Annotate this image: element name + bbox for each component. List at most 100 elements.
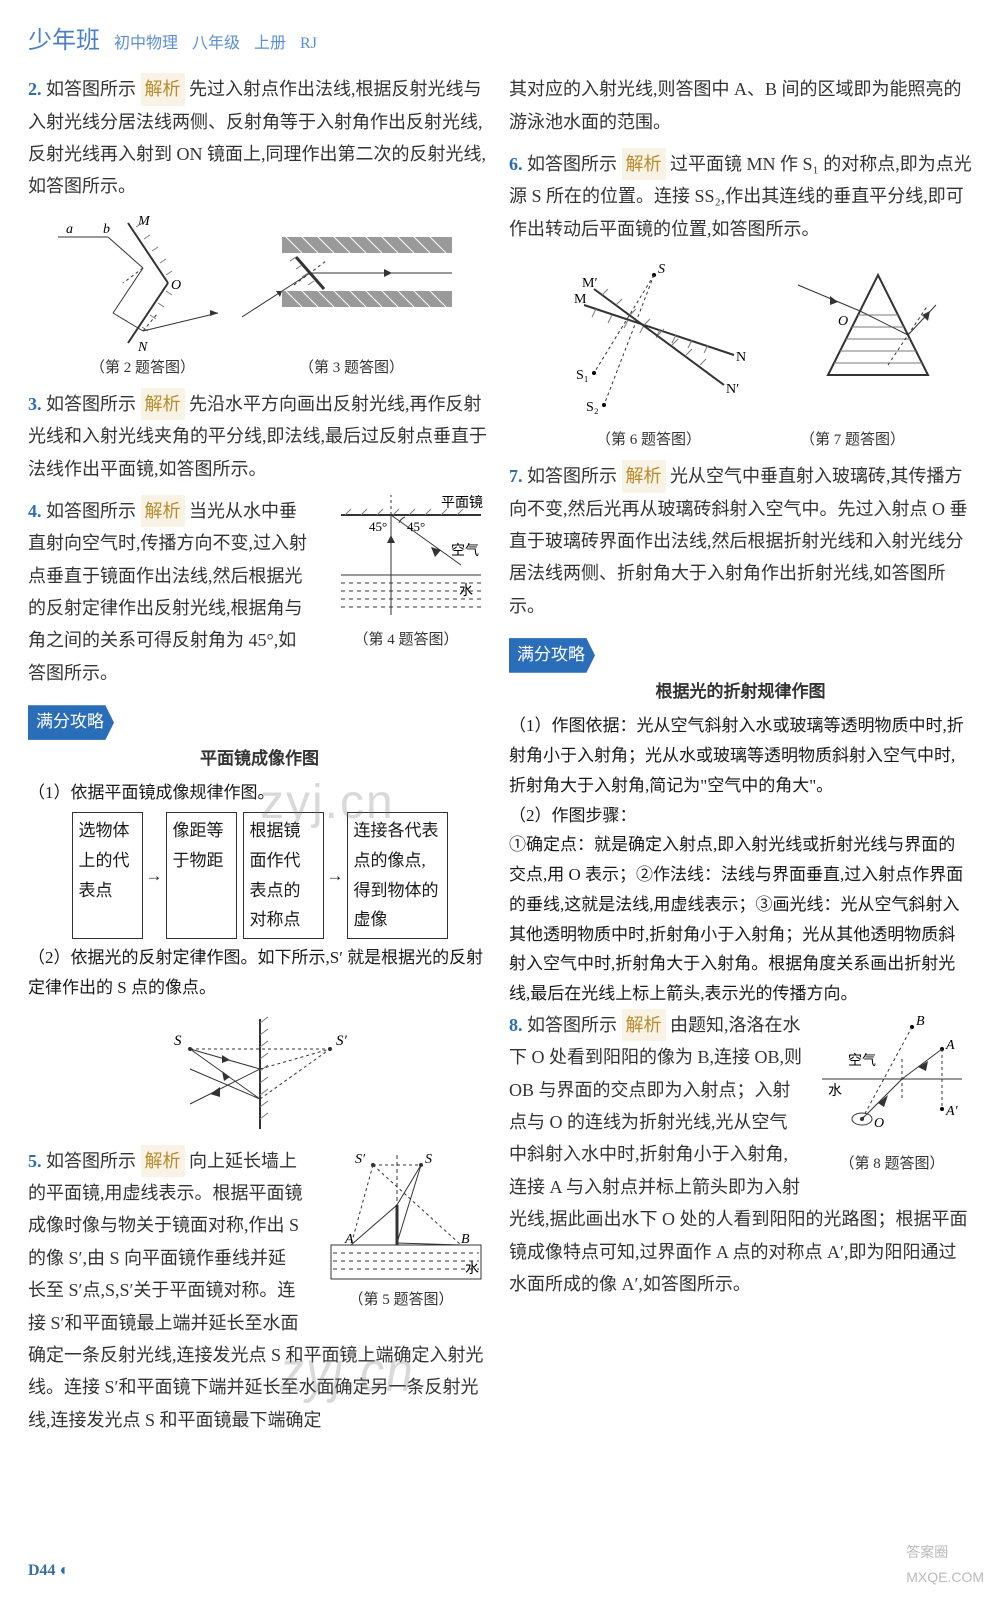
- arrow-icon: →: [142, 813, 166, 939]
- fig5-B: B: [461, 1232, 470, 1247]
- question-4: 平面镜 空气 水 45° 45°: [28, 495, 491, 689]
- figure-7: O （第 7 题答图）: [768, 255, 938, 454]
- analysis-tag: 解析: [141, 73, 185, 105]
- fig3-svg: [242, 213, 462, 353]
- fig2-svg: a b M N O: [58, 213, 228, 353]
- f8-Ap: A′: [945, 1104, 959, 1119]
- figure-row-6-7: S M N M′ N′ S₁ S₂ （第 6 题: [509, 255, 972, 454]
- page-header: 少年班 初中物理 八年级 上册 RJ: [28, 20, 972, 63]
- f6-M: M: [574, 292, 587, 307]
- q7-text: 光从空气中垂直射入玻璃砖,其传播方向不变,然后光再从玻璃砖斜射入空气中。先过入射…: [509, 466, 968, 616]
- analysis-tag: 解析: [141, 495, 185, 527]
- q7-number: 7.: [509, 466, 523, 486]
- strategy1-p1: （1）依据平面镜成像规律作图。: [28, 778, 491, 808]
- strategy2-p2body: ①确定点：就是确定入射点,即入射光线或折射光线与界面的交点,用 O 表示；②作法…: [509, 830, 972, 1009]
- fig4-mirror-label: 平面镜: [441, 495, 483, 511]
- strategy1-p2a: （2）依据光的反射定律作图。如下所示,S′: [28, 948, 343, 967]
- arrow-icon: →: [323, 813, 347, 939]
- q5-cont-text: 其对应的入射光线,则答图中 A、B 间的区域即为能照亮的游泳池水面的范围。: [509, 79, 962, 131]
- question-7: 7. 如答图所示 解析 光从空气中垂直射入玻璃砖,其传播方向不变,然后光再从玻璃…: [509, 460, 972, 622]
- strategy-1: 满分攻略 平面镜成像作图 （1）依据平面镜成像规律作图。 选物体上的代表点 → …: [28, 699, 491, 1138]
- q6-number: 6.: [509, 154, 523, 174]
- question-3: 3. 如答图所示 解析 先沿水平方向画出反射光线,再作反射光线和入射光线夹角的平…: [28, 388, 491, 485]
- fig4-water-label: 水: [459, 583, 473, 599]
- caption-7: （第 7 题答图）: [768, 427, 938, 454]
- right-column: 其对应的入射光线,则答图中 A、B 间的区域即为能照亮的游泳池水面的范围。 6.…: [509, 73, 972, 1446]
- q3-number: 3.: [28, 394, 42, 414]
- fig5-S: S: [425, 1152, 432, 1167]
- svg-text:b: b: [103, 222, 110, 237]
- q5-number: 5.: [28, 1151, 42, 1171]
- fig5-Sp: S′: [355, 1152, 366, 1167]
- strategy1-title: 平面镜成像作图: [28, 744, 491, 775]
- left-column: 2. 如答图所示 解析 先过入射点作出法线,根据反射光线与入射光线分居法线两侧、…: [28, 73, 491, 1446]
- question-2: 2. 如答图所示 解析 先过入射点作出法线,根据反射光线与入射光线分居法线两侧、…: [28, 73, 491, 203]
- f6-S2: S₂: [586, 400, 599, 415]
- flow-c3: 根据镜面作代表点的对称点: [243, 813, 323, 939]
- f6-S1: S₁: [576, 368, 589, 383]
- f6-Np: N′: [726, 382, 739, 397]
- f8-O: O: [874, 1116, 884, 1131]
- question-5: 水 S S′ A B （第 5 题答图）: [28, 1145, 491, 1437]
- corner-line1: 答案圈: [906, 1540, 984, 1565]
- q2-lead: 如答图所示: [46, 79, 136, 99]
- fig5-svg: 水 S S′ A B: [311, 1145, 491, 1285]
- strategy2-body: （1）作图依据：光从空气斜射入水或玻璃等透明物质中时,折射角小于入射角；光从水或…: [509, 711, 972, 1009]
- q5-continuation: 其对应的入射光线,则答图中 A、B 间的区域即为能照亮的游泳池水面的范围。: [509, 73, 972, 138]
- q6-lead: 如答图所示: [527, 154, 617, 174]
- f8-A: A: [945, 1038, 955, 1053]
- question-8: 空气 水 O A A′ B: [509, 1009, 972, 1301]
- caption-8: （第 8 题答图）: [812, 1151, 972, 1178]
- fig6-svg: S M N M′ N′ S₁ S₂: [544, 255, 754, 425]
- analysis-tag: 解析: [622, 460, 666, 492]
- q8-number: 8.: [509, 1015, 523, 1035]
- caption-4: （第 4 题答图）: [321, 627, 491, 654]
- figure-5: 水 S S′ A B （第 5 题答图）: [311, 1145, 491, 1314]
- figure-s-sprime: S S′: [28, 1009, 491, 1139]
- strategy2-p2head: （2）作图步骤：: [509, 801, 972, 831]
- fig4-angle: 45°: [407, 519, 425, 534]
- edition: RJ: [300, 30, 317, 59]
- volume: 上册: [254, 30, 286, 59]
- q3-lead: 如答图所示: [46, 394, 136, 414]
- fig4-air-label: 空气: [451, 543, 479, 559]
- page-number-text: D44: [28, 1562, 56, 1579]
- brand: 少年班: [28, 20, 100, 63]
- f7-O: O: [838, 314, 848, 329]
- caption-6: （第 6 题答图）: [544, 427, 754, 454]
- svg-text:O: O: [171, 278, 181, 293]
- fig8-svg: 空气 水 O A A′ B: [812, 1009, 972, 1149]
- fig5-A: A: [344, 1232, 354, 1247]
- label-S: S: [174, 1033, 182, 1049]
- fig7-svg: O: [768, 255, 938, 425]
- svg-text:N: N: [137, 340, 148, 353]
- strategy-tag: 满分攻略: [509, 638, 595, 673]
- corner-brand: 答案圈 MXQE.COM: [906, 1540, 984, 1590]
- flow-c2: 像距等于物距: [166, 813, 236, 939]
- strategy1-body: （1）依据平面镜成像规律作图。 选物体上的代表点 → 像距等于物距 根据镜面作代…: [28, 778, 491, 1002]
- strategy2-p1: （1）作图依据：光从空气斜射入水或玻璃等透明物质中时,折射角小于入射角；光从水或…: [509, 711, 972, 800]
- strategy-2: 满分攻略 根据光的折射规律作图 （1）作图依据：光从空气斜射入水或玻璃等透明物质…: [509, 632, 972, 1009]
- q2-number: 2.: [28, 79, 42, 99]
- f6-S: S: [658, 262, 665, 277]
- q5-lead: 如答图所示: [46, 1151, 136, 1171]
- f6-Mp: M′: [582, 276, 598, 291]
- q4-text: 当光从水中垂直射向空气时,传播方向不变,过入射点垂直于镜面作出法线,然后根据光的…: [28, 501, 307, 683]
- caption-2: （第 2 题答图）: [58, 355, 228, 382]
- grade: 八年级: [192, 30, 240, 59]
- f8-B: B: [916, 1014, 925, 1029]
- q4-lead: 如答图所示: [46, 501, 136, 521]
- figure-2: a b M N O: [58, 213, 228, 382]
- caption-3: （第 3 题答图）: [242, 355, 462, 382]
- fig-s-svg: S S′: [130, 1009, 390, 1139]
- f8-air: 空气: [848, 1053, 876, 1069]
- f8-water: 水: [828, 1083, 842, 1099]
- analysis-tag: 解析: [141, 388, 185, 420]
- f6-N: N: [736, 350, 746, 365]
- q7-lead: 如答图所示: [527, 466, 617, 486]
- label-Sprime: S′: [336, 1033, 348, 1049]
- page-number: D44 ◐: [28, 1557, 69, 1586]
- flow-c1: 选物体上的代表点: [72, 813, 142, 939]
- svg-text:a: a: [66, 222, 73, 237]
- strategy2-title: 根据光的折射规律作图: [509, 677, 972, 708]
